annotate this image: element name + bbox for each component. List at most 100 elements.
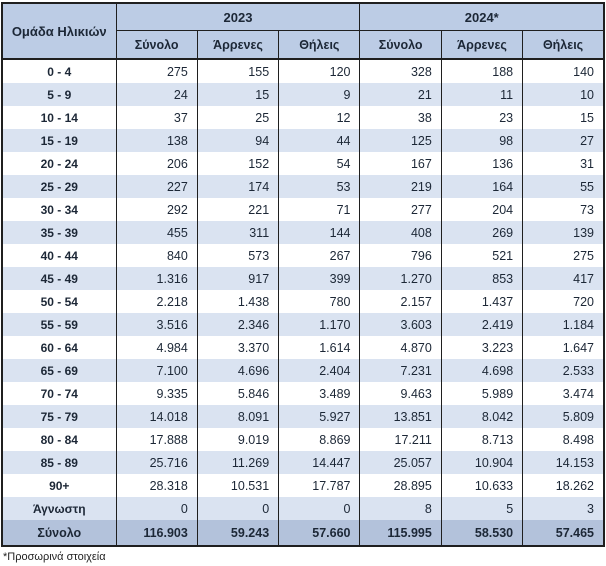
data-cell: 15 [196, 83, 279, 106]
table-row: 40 - 44 840 573 267 796 521 275 [1, 244, 604, 267]
data-cell: 227 [115, 175, 198, 198]
age-group-label: 0 - 4 [1, 59, 116, 83]
column-header-total-2024: Σύνολο [359, 30, 442, 60]
data-cell: 328 [359, 59, 442, 83]
age-group-label: 10 - 14 [1, 106, 116, 129]
data-cell: 9.019 [196, 428, 279, 451]
data-cell: 5.846 [196, 382, 279, 405]
data-cell: 8 [359, 497, 442, 520]
data-cell: 917 [196, 267, 279, 290]
data-cell: 1.184 [522, 313, 604, 336]
data-cell: 3.603 [359, 313, 442, 336]
column-header-females-2023: Θήλεις [278, 30, 360, 60]
age-group-label: 90+ [1, 474, 116, 497]
data-cell: 219 [359, 175, 442, 198]
age-group-label: 75 - 79 [1, 405, 116, 428]
age-group-label: 85 - 89 [1, 451, 116, 474]
table-row: 10 - 14 37 25 12 38 23 15 [1, 106, 604, 129]
data-cell: 25.716 [115, 451, 198, 474]
data-cell: 44 [278, 129, 360, 152]
data-cell: 136 [440, 152, 523, 175]
age-group-label: 15 - 19 [1, 129, 116, 152]
data-cell: 3 [522, 497, 604, 520]
data-cell: 2.533 [522, 359, 604, 382]
data-cell: 275 [522, 244, 604, 267]
total-cell: 57.465 [522, 520, 604, 546]
table-row: 75 - 79 14.018 8.091 5.927 13.851 8.042 … [1, 405, 604, 428]
data-cell: 10.904 [440, 451, 523, 474]
data-cell: 292 [115, 198, 198, 221]
table-row: 45 - 49 1.316 917 399 1.270 853 417 [1, 267, 604, 290]
data-cell: 125 [359, 129, 442, 152]
table-row: 30 - 34 292 221 71 277 204 73 [1, 198, 604, 221]
table-row: 80 - 84 17.888 9.019 8.869 17.211 8.713 … [1, 428, 604, 451]
data-cell: 37 [115, 106, 198, 129]
data-cell: 3.223 [440, 336, 523, 359]
data-cell: 174 [196, 175, 279, 198]
data-cell: 98 [440, 129, 523, 152]
age-group-label: 55 - 59 [1, 313, 116, 336]
total-cell: 115.995 [359, 520, 442, 546]
data-cell: 11.269 [196, 451, 279, 474]
column-header-total-2023: Σύνολο [115, 30, 198, 60]
data-cell: 3.474 [522, 382, 604, 405]
data-cell: 3.516 [115, 313, 198, 336]
data-cell: 1.647 [522, 336, 604, 359]
table-row: 55 - 59 3.516 2.346 1.170 3.603 2.419 1.… [1, 313, 604, 336]
table-row: 70 - 74 9.335 5.846 3.489 9.463 5.989 3.… [1, 382, 604, 405]
data-cell: 206 [115, 152, 198, 175]
age-group-label: 70 - 74 [1, 382, 116, 405]
data-cell: 155 [196, 59, 279, 83]
data-cell: 144 [278, 221, 360, 244]
total-cell: 58.530 [440, 520, 523, 546]
data-cell: 8.713 [440, 428, 523, 451]
table-row: 50 - 54 2.218 1.438 780 2.157 1.437 720 [1, 290, 604, 313]
column-header-males-2023: Άρρενες [196, 30, 279, 60]
age-group-label: 30 - 34 [1, 198, 116, 221]
data-cell: 277 [359, 198, 442, 221]
data-cell: 1.270 [359, 267, 442, 290]
data-cell: 10.633 [440, 474, 523, 497]
table-row: 15 - 19 138 94 44 125 98 27 [1, 129, 604, 152]
data-cell: 139 [522, 221, 604, 244]
data-cell: 4.696 [196, 359, 279, 382]
data-cell: 12 [278, 106, 360, 129]
data-cell: 573 [196, 244, 279, 267]
data-cell: 840 [115, 244, 198, 267]
data-cell: 7.100 [115, 359, 198, 382]
data-cell: 31 [522, 152, 604, 175]
table-header: Ομάδα Ηλικιών 2023 2024* Σύνολο Άρρενες … [1, 3, 604, 60]
data-cell: 11 [440, 83, 523, 106]
data-cell: 164 [440, 175, 523, 198]
table-row: 5 - 9 24 15 9 21 11 10 [1, 83, 604, 106]
data-cell: 311 [196, 221, 279, 244]
age-group-label: 20 - 24 [1, 152, 116, 175]
data-cell: 275 [115, 59, 198, 83]
data-cell: 15 [522, 106, 604, 129]
age-group-label: 45 - 49 [1, 267, 116, 290]
data-cell: 4.870 [359, 336, 442, 359]
data-cell: 7.231 [359, 359, 442, 382]
data-cell: 399 [278, 267, 360, 290]
data-cell: 18.262 [522, 474, 604, 497]
table-total-row: Σύνολο 116.903 59.243 57.660 115.995 58.… [1, 520, 604, 546]
data-cell: 221 [196, 198, 279, 221]
data-cell: 17.211 [359, 428, 442, 451]
data-cell: 1.437 [440, 290, 523, 313]
age-group-label: 35 - 39 [1, 221, 116, 244]
data-cell: 204 [440, 198, 523, 221]
data-cell: 138 [115, 129, 198, 152]
data-cell: 167 [359, 152, 442, 175]
data-cell: 3.370 [196, 336, 279, 359]
data-cell: 417 [522, 267, 604, 290]
data-cell: 17.888 [115, 428, 198, 451]
total-cell: 116.903 [115, 520, 198, 546]
data-cell: 5.989 [440, 382, 523, 405]
age-group-label: 80 - 84 [1, 428, 116, 451]
data-cell: 9.463 [359, 382, 442, 405]
data-cell: 28.318 [115, 474, 198, 497]
column-header-females-2024: Θήλεις [522, 30, 604, 60]
footnote: *Προσωρινά στοιχεία [3, 551, 106, 563]
data-cell: 0 [278, 497, 360, 520]
